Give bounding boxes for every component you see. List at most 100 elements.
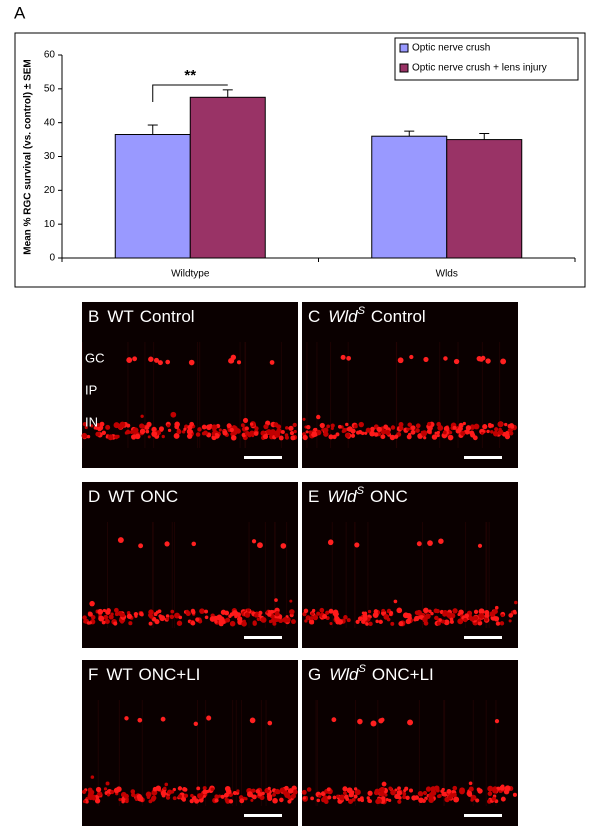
cell (162, 786, 167, 791)
cell (204, 615, 209, 620)
cell (405, 618, 411, 625)
cell (165, 614, 170, 618)
cell (455, 428, 461, 434)
micrograph (302, 302, 518, 468)
cell (475, 798, 480, 803)
cell (304, 619, 308, 623)
cell (282, 617, 289, 623)
cell (318, 794, 322, 798)
cell (97, 791, 103, 797)
cell (226, 423, 232, 429)
panel-title: D WT ONC (88, 487, 178, 506)
cell (427, 421, 432, 427)
cell (434, 615, 439, 621)
y-tick-label: 60 (44, 50, 56, 61)
cell (138, 543, 144, 549)
cell (234, 614, 238, 619)
cell (329, 621, 333, 626)
cell (293, 429, 297, 434)
panel-letter: G (308, 665, 321, 684)
panel-strain: Wld (327, 487, 357, 506)
cell (176, 429, 182, 435)
cell (97, 427, 102, 432)
cell (321, 797, 326, 803)
cell (165, 795, 171, 800)
cell (139, 428, 146, 435)
cell (330, 427, 334, 431)
cell (186, 433, 193, 439)
texture-stripe (485, 700, 487, 806)
texture-stripe (240, 700, 242, 806)
cell (249, 717, 256, 724)
texture-stripe (495, 700, 497, 806)
cell (348, 792, 354, 798)
cell (107, 434, 114, 441)
cell (272, 792, 276, 797)
cell (492, 788, 498, 794)
cell (396, 607, 403, 614)
cell (478, 613, 485, 619)
cell (202, 789, 208, 795)
panel-strain: WT (108, 487, 134, 506)
cell (90, 424, 94, 428)
texture-stripe (457, 342, 459, 448)
cell (202, 786, 207, 791)
cell (449, 435, 453, 439)
cell (289, 609, 295, 615)
cell (415, 423, 421, 429)
cell (458, 422, 464, 428)
cell (151, 431, 158, 437)
layer-label: IN (85, 414, 98, 429)
cell (160, 716, 166, 722)
texture-stripe (499, 342, 501, 448)
cell (384, 429, 391, 436)
cell (170, 411, 177, 418)
cell (355, 619, 360, 624)
cell (436, 433, 440, 438)
cell (330, 423, 335, 428)
cell (425, 786, 432, 792)
cell (430, 611, 434, 616)
cell (91, 796, 97, 801)
cell (188, 429, 194, 434)
cell (116, 434, 120, 439)
cell (263, 424, 269, 430)
cell (327, 539, 334, 546)
cell (309, 616, 314, 621)
cell (428, 793, 434, 800)
cell (378, 619, 383, 625)
cell (370, 720, 377, 727)
panel-title: B WT Control (88, 307, 195, 326)
cell (492, 430, 499, 437)
texture-stripe (286, 522, 288, 628)
cell (273, 422, 279, 428)
cell (284, 426, 289, 430)
cell (409, 354, 414, 360)
cell (241, 621, 247, 627)
texture-stripe (153, 342, 155, 448)
cell (436, 621, 441, 626)
cell (239, 798, 245, 804)
cell (137, 717, 143, 723)
cell (197, 793, 203, 799)
cell (166, 424, 171, 428)
cell (170, 609, 175, 614)
texture-stripe (141, 700, 143, 806)
cell (236, 789, 240, 793)
cell (452, 785, 458, 791)
cell (244, 797, 248, 801)
cell (466, 790, 473, 797)
cell (340, 354, 346, 360)
cell (423, 436, 427, 440)
cell (508, 613, 514, 618)
cell (404, 612, 410, 618)
micrograph (302, 660, 518, 826)
cell (106, 793, 111, 797)
panel-letter: C (308, 307, 320, 326)
cell (98, 615, 105, 622)
cell (419, 793, 423, 797)
cell (366, 796, 370, 800)
cell (393, 599, 398, 604)
panel-strain: Wld (329, 665, 359, 684)
cell (126, 423, 131, 428)
